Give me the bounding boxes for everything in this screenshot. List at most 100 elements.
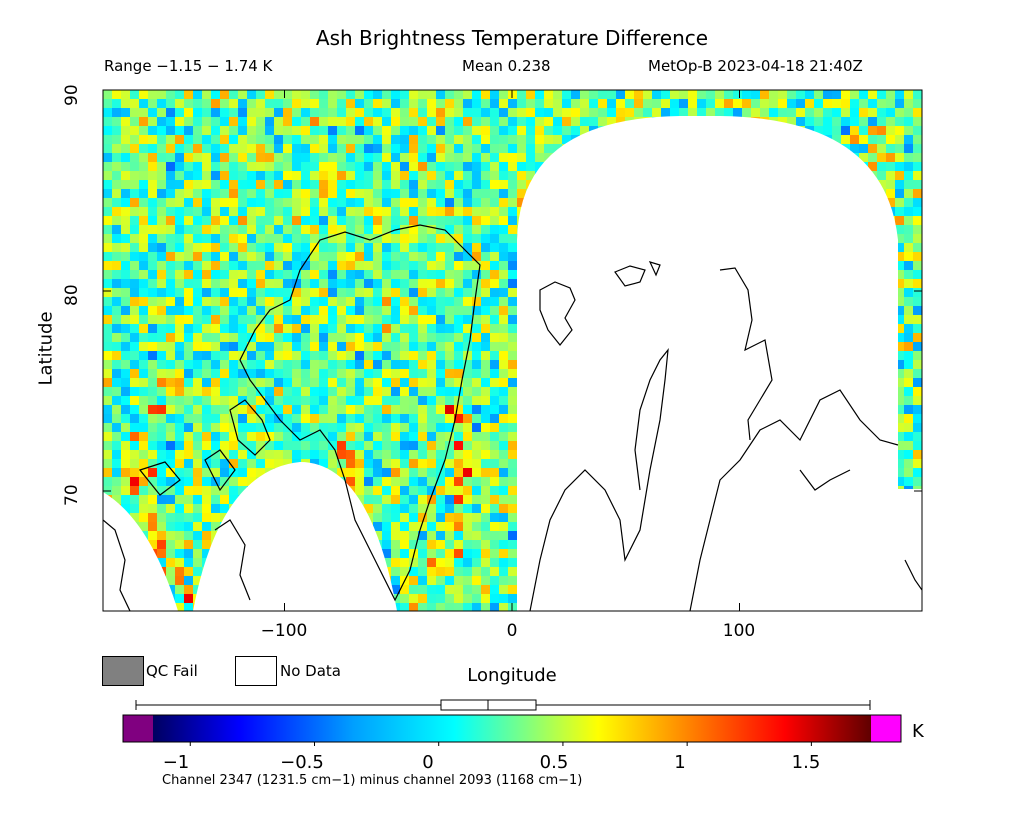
heatmap-cell <box>175 171 184 180</box>
heatmap-cell <box>139 261 148 270</box>
heatmap-cell <box>346 189 355 198</box>
heatmap-cell <box>211 396 220 405</box>
heatmap-cell <box>157 279 166 288</box>
heatmap-cell <box>103 369 112 378</box>
heatmap-cell <box>904 117 913 126</box>
heatmap-cell <box>220 90 229 99</box>
heatmap-cell <box>346 441 355 450</box>
heatmap-cell <box>355 405 364 414</box>
heatmap-cell <box>184 261 193 270</box>
heatmap-cell <box>319 153 328 162</box>
heatmap-cell <box>823 108 832 117</box>
heatmap-cell <box>913 432 922 441</box>
heatmap-cell <box>166 495 175 504</box>
heatmap-cell <box>310 90 319 99</box>
heatmap-cell <box>580 126 589 135</box>
heatmap-cell <box>913 396 922 405</box>
heatmap-cell <box>274 225 283 234</box>
heatmap-cell <box>193 207 202 216</box>
heatmap-cell <box>229 495 238 504</box>
heatmap-cell <box>490 522 499 531</box>
heatmap-cell <box>148 90 157 99</box>
heatmap-cell <box>490 189 499 198</box>
heatmap-cell <box>355 153 364 162</box>
heatmap-cell <box>508 522 517 531</box>
heatmap-cell <box>265 279 274 288</box>
heatmap-cell <box>499 90 508 99</box>
heatmap-cell <box>130 162 139 171</box>
heatmap-cell <box>481 171 490 180</box>
heatmap-cell <box>625 90 634 99</box>
heatmap-cell <box>184 504 193 513</box>
heatmap-cell <box>463 189 472 198</box>
heatmap-cell <box>202 234 211 243</box>
heatmap-cell <box>292 225 301 234</box>
heatmap-cell <box>112 189 121 198</box>
heatmap-cell <box>508 477 517 486</box>
heatmap-cell <box>103 234 112 243</box>
heatmap-cell <box>364 432 373 441</box>
heatmap-cell <box>112 135 121 144</box>
heatmap-cell <box>364 216 373 225</box>
heatmap-cell <box>445 414 454 423</box>
heatmap-cell <box>904 279 913 288</box>
heatmap-cell <box>472 279 481 288</box>
heatmap-cell <box>211 297 220 306</box>
heatmap-cell <box>508 162 517 171</box>
heatmap-cell <box>130 117 139 126</box>
heatmap-cell <box>382 144 391 153</box>
heatmap-cell <box>292 396 301 405</box>
heatmap-cell <box>895 432 904 441</box>
heatmap-cell <box>913 306 922 315</box>
heatmap-cell <box>148 495 157 504</box>
heatmap-cell <box>310 180 319 189</box>
heatmap-cell <box>481 270 490 279</box>
heatmap-cell <box>211 369 220 378</box>
heatmap-cell <box>769 90 778 99</box>
heatmap-cell <box>328 108 337 117</box>
heatmap-cell <box>364 324 373 333</box>
heatmap-cell <box>265 126 274 135</box>
heatmap-cell <box>328 378 337 387</box>
heatmap-cell <box>904 360 913 369</box>
heatmap-cell <box>400 252 409 261</box>
heatmap-cell <box>229 315 238 324</box>
heatmap-cell <box>319 180 328 189</box>
heatmap-cell <box>121 189 130 198</box>
heatmap-cell <box>139 369 148 378</box>
heatmap-cell <box>121 396 130 405</box>
heatmap-cell <box>382 216 391 225</box>
heatmap-cell <box>220 477 229 486</box>
heatmap-cell <box>337 288 346 297</box>
heatmap-cell <box>895 252 904 261</box>
heatmap-cell <box>229 351 238 360</box>
heatmap-cell <box>895 378 904 387</box>
heatmap-cell <box>472 315 481 324</box>
heatmap-cell <box>148 99 157 108</box>
heatmap-cell <box>499 198 508 207</box>
heatmap-cell <box>391 504 400 513</box>
heatmap-cell <box>418 279 427 288</box>
heatmap-cell <box>202 162 211 171</box>
heatmap-cell <box>427 369 436 378</box>
heatmap-cell <box>328 432 337 441</box>
heatmap-cell <box>427 99 436 108</box>
heatmap-cell <box>328 333 337 342</box>
heatmap-cell <box>445 153 454 162</box>
heatmap-cell <box>400 288 409 297</box>
heatmap-cell <box>508 144 517 153</box>
heatmap-cell <box>112 117 121 126</box>
heatmap-cell <box>310 216 319 225</box>
heatmap-cell <box>373 333 382 342</box>
heatmap-cell <box>202 90 211 99</box>
heatmap-cell <box>256 342 265 351</box>
heatmap-cell <box>409 288 418 297</box>
heatmap-cell <box>454 189 463 198</box>
heatmap-cell <box>256 333 265 342</box>
heatmap-cell <box>157 270 166 279</box>
heatmap-cell <box>382 108 391 117</box>
heatmap-cell <box>427 288 436 297</box>
heatmap-cell <box>103 90 112 99</box>
heatmap-cell <box>328 216 337 225</box>
heatmap-cell <box>112 423 121 432</box>
